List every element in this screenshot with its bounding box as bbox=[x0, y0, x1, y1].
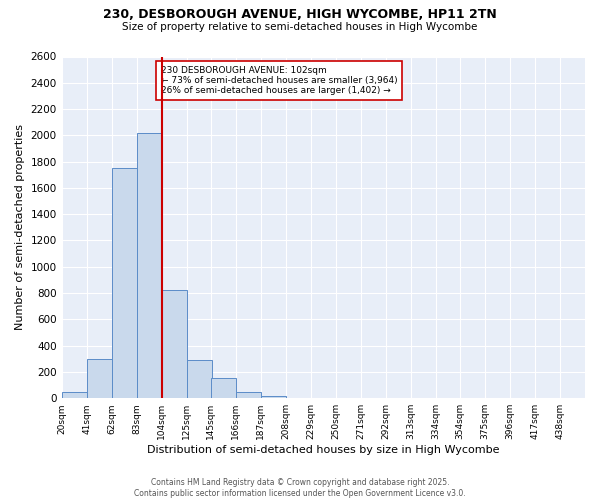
Bar bbox=[137, 132, 162, 398]
Bar bbox=[211, 378, 236, 398]
Bar bbox=[87, 359, 112, 398]
Text: 230 DESBOROUGH AVENUE: 102sqm
← 73% of semi-detached houses are smaller (3,964)
: 230 DESBOROUGH AVENUE: 102sqm ← 73% of s… bbox=[161, 66, 397, 96]
Bar bbox=[261, 396, 286, 398]
Bar bbox=[112, 168, 137, 398]
Bar bbox=[187, 360, 212, 398]
Text: Size of property relative to semi-detached houses in High Wycombe: Size of property relative to semi-detach… bbox=[122, 22, 478, 32]
Y-axis label: Number of semi-detached properties: Number of semi-detached properties bbox=[15, 124, 25, 330]
X-axis label: Distribution of semi-detached houses by size in High Wycombe: Distribution of semi-detached houses by … bbox=[147, 445, 500, 455]
Text: 230, DESBOROUGH AVENUE, HIGH WYCOMBE, HP11 2TN: 230, DESBOROUGH AVENUE, HIGH WYCOMBE, HP… bbox=[103, 8, 497, 20]
Bar bbox=[62, 392, 87, 398]
Bar bbox=[162, 290, 187, 398]
Bar bbox=[236, 392, 261, 398]
Text: Contains HM Land Registry data © Crown copyright and database right 2025.
Contai: Contains HM Land Registry data © Crown c… bbox=[134, 478, 466, 498]
